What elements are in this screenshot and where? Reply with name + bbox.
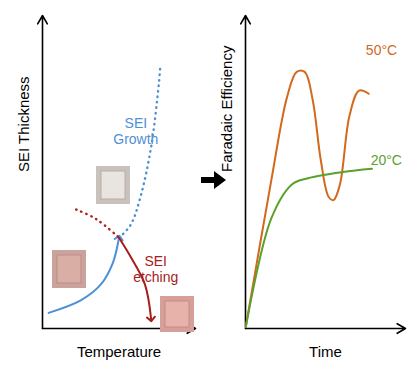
svg-text:SEIetching: SEIetching [133, 253, 178, 285]
svg-text:Time: Time [309, 343, 342, 360]
svg-text:Temperature: Temperature [77, 343, 161, 360]
svg-text:Faradaic Efficiency: Faradaic Efficiency [218, 45, 235, 172]
svg-text:SEIGrowth: SEIGrowth [113, 115, 158, 147]
svg-text:50°C: 50°C [366, 42, 397, 58]
svg-text:SEI Thickness: SEI Thickness [15, 76, 32, 172]
svg-text:20°C: 20°C [371, 152, 402, 168]
